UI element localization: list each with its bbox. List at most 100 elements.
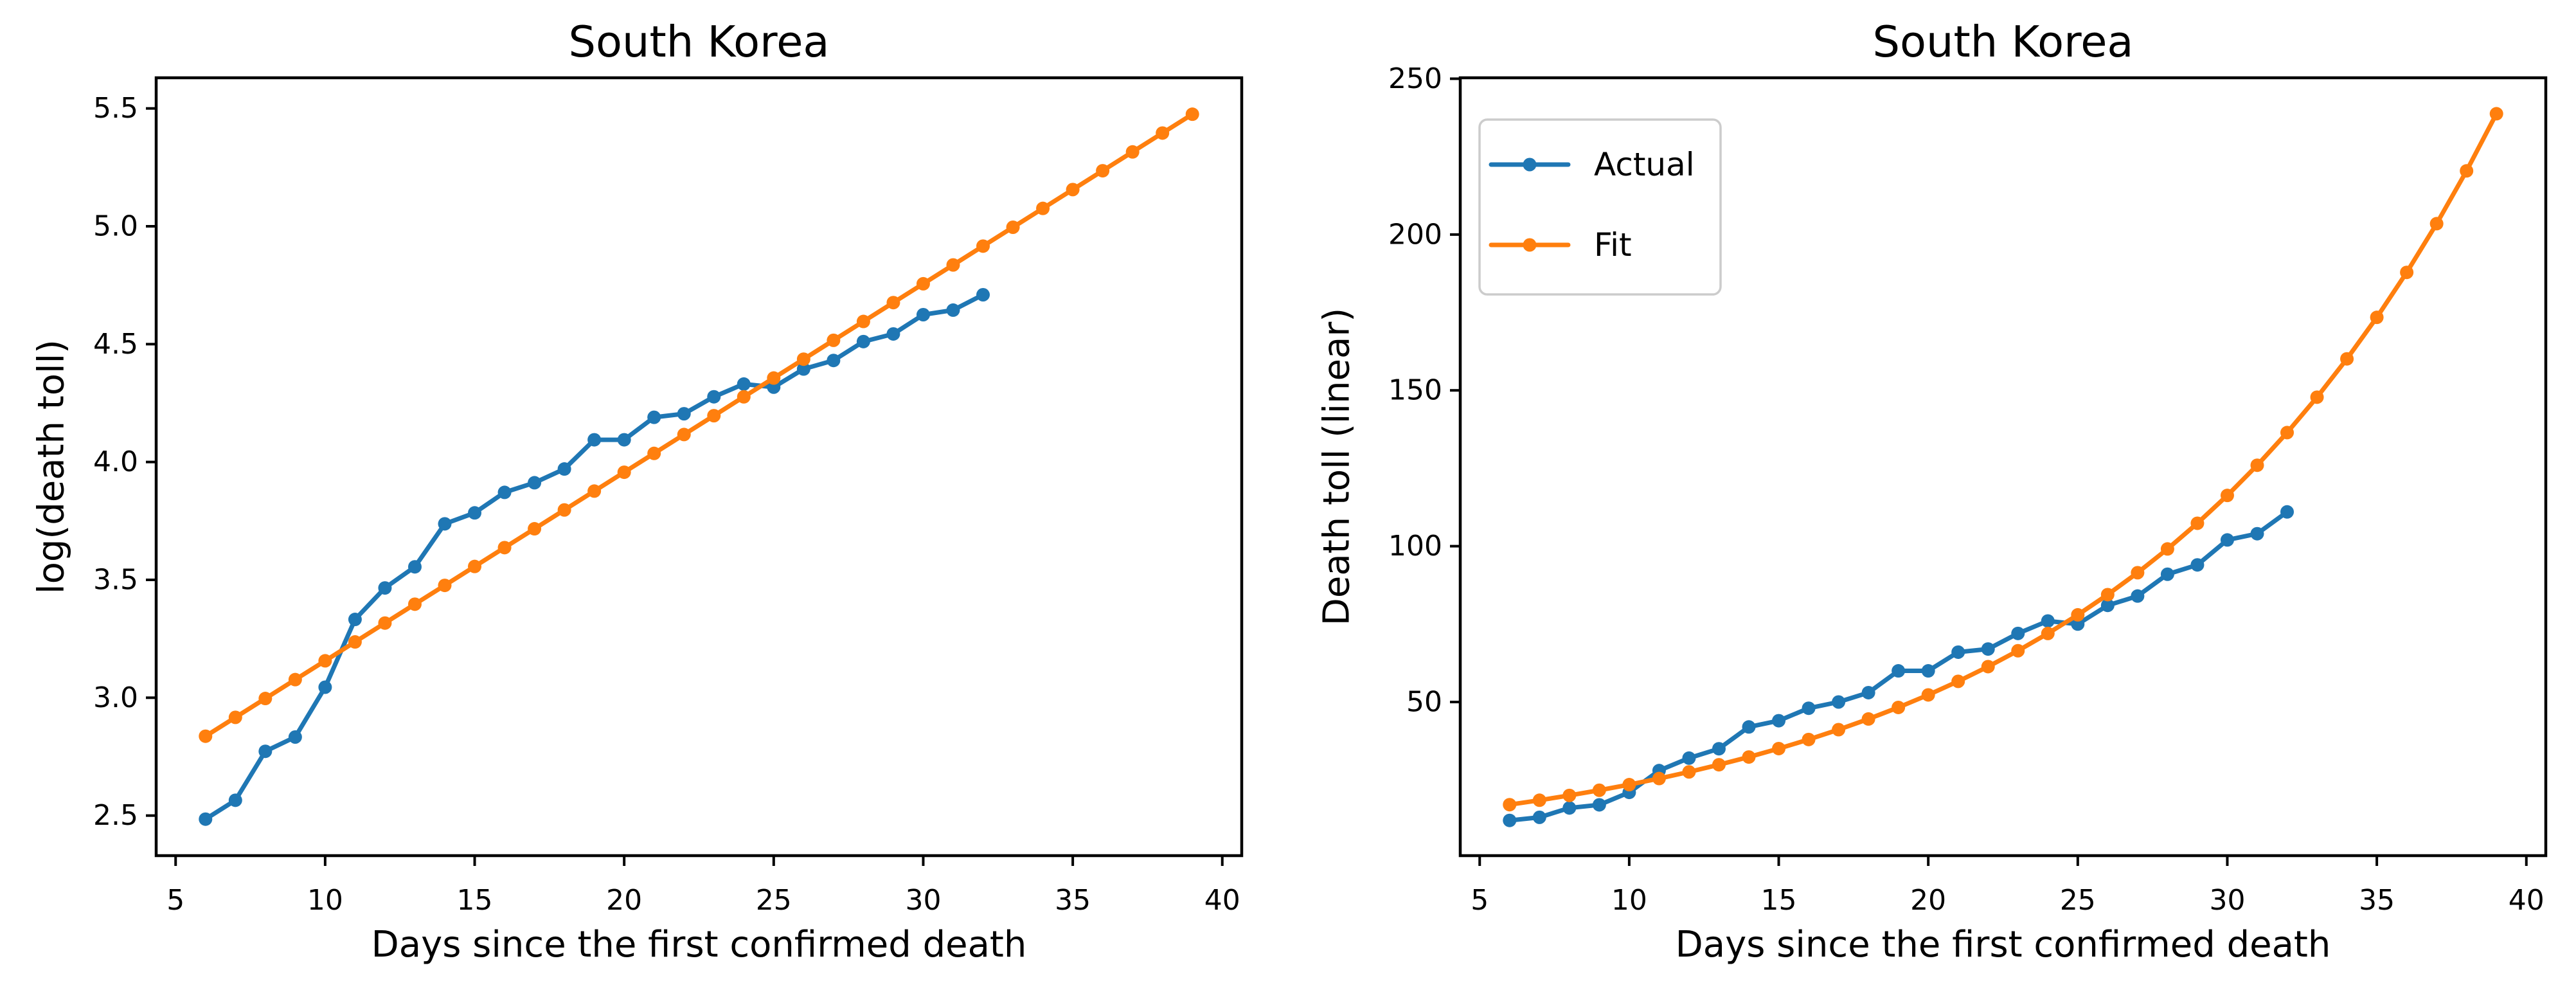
series-fit-marker bbox=[438, 579, 452, 593]
x-tick-label: 35 bbox=[2359, 884, 2395, 917]
series-fit-marker bbox=[1066, 183, 1080, 197]
series-fit-marker bbox=[737, 390, 751, 404]
series-actual-marker bbox=[707, 390, 721, 404]
series-fit-marker bbox=[2190, 516, 2205, 530]
series-fit-marker bbox=[2131, 566, 2145, 580]
series-fit-marker bbox=[1125, 145, 1140, 159]
series-actual-marker bbox=[647, 410, 661, 424]
series-actual-marker bbox=[1712, 742, 1726, 756]
series-actual-marker bbox=[1981, 642, 1995, 656]
series-actual-marker bbox=[468, 506, 482, 520]
series-actual-marker bbox=[1921, 664, 1935, 678]
series-fit-marker bbox=[228, 710, 242, 724]
series-actual-marker bbox=[886, 327, 900, 341]
series-actual-marker bbox=[378, 581, 392, 595]
series-actual-marker bbox=[1592, 798, 1606, 812]
series-fit-marker bbox=[1802, 732, 1816, 746]
series-fit-marker bbox=[707, 409, 721, 423]
series-actual-marker bbox=[1892, 664, 1906, 678]
x-tick-label: 15 bbox=[1761, 884, 1797, 917]
legend-sample-marker-actual bbox=[1523, 158, 1537, 172]
x-axis-label: Days since the first confirmed death bbox=[1676, 924, 2331, 966]
series-fit-marker bbox=[1532, 793, 1546, 807]
series-actual-marker bbox=[2131, 589, 2145, 603]
plot-border bbox=[154, 76, 1244, 858]
series-fit-marker bbox=[1622, 778, 1636, 792]
series-fit-marker bbox=[677, 428, 691, 442]
series-actual-marker bbox=[976, 288, 990, 302]
series-actual-marker bbox=[497, 485, 512, 500]
series-actual-marker bbox=[1562, 801, 1577, 815]
series-fit-marker bbox=[1861, 712, 1875, 726]
series-fit-marker bbox=[258, 692, 273, 706]
series-actual-marker bbox=[1832, 695, 1846, 709]
series-fit-line bbox=[203, 112, 1195, 739]
series-fit-marker bbox=[647, 446, 661, 460]
series-fit-marker bbox=[1652, 771, 1666, 786]
series-fit-marker bbox=[1006, 220, 1020, 234]
series-actual-marker bbox=[2011, 626, 2025, 640]
series-actual-marker bbox=[557, 462, 571, 476]
legend-label-fit: Fit bbox=[1594, 226, 1632, 264]
plot-border bbox=[1458, 76, 2548, 858]
series-fit-marker bbox=[1096, 164, 1110, 178]
series-actual-line bbox=[203, 292, 986, 822]
y-tick-label: 5.0 bbox=[93, 210, 138, 243]
series-actual-marker bbox=[228, 793, 242, 807]
subplot-log: 5 10 15 20 25 30 35 40 2.5 3.0 3.5 4.0 4.5 5.0 5.5 Sout… bbox=[31, 17, 1244, 966]
y-tick-label: 4.0 bbox=[93, 446, 138, 478]
series-actual-marker bbox=[617, 433, 631, 447]
series-fit-marker bbox=[976, 239, 990, 253]
series-fit-marker bbox=[1981, 660, 1995, 674]
series-actual-marker bbox=[796, 362, 810, 376]
series-fit-marker bbox=[1772, 741, 1786, 755]
series-fit-marker bbox=[407, 597, 422, 611]
series-actual-marker bbox=[199, 812, 213, 826]
series-actual-marker bbox=[1772, 714, 1786, 728]
series-fit-marker bbox=[1682, 765, 1696, 779]
y-tick-label: 5.5 bbox=[93, 92, 138, 125]
series-fit-marker bbox=[2310, 390, 2324, 404]
series-fit-marker bbox=[2220, 489, 2234, 503]
series-actual-marker bbox=[2280, 505, 2294, 519]
x-tick-label: 40 bbox=[2509, 884, 2545, 917]
series-fit-marker bbox=[856, 314, 870, 328]
series-actual-marker bbox=[1682, 751, 1696, 765]
series-actual-marker bbox=[288, 730, 302, 744]
series-actual-marker bbox=[1861, 685, 1875, 699]
series-actual-marker bbox=[916, 308, 930, 322]
y-tick-label: 50 bbox=[1406, 686, 1442, 719]
series-fit-marker bbox=[587, 484, 602, 498]
series-actual-marker bbox=[677, 407, 691, 421]
x-tick-label: 5 bbox=[1471, 884, 1489, 917]
series-actual-marker bbox=[258, 744, 273, 759]
series-fit-marker bbox=[348, 635, 362, 649]
series-fit-marker bbox=[946, 258, 960, 272]
series-actual-marker bbox=[827, 354, 841, 368]
y-tick-label: 3.5 bbox=[93, 564, 138, 597]
series-fit-marker bbox=[2370, 310, 2384, 325]
x-tick-label: 30 bbox=[2209, 884, 2245, 917]
series-actual-marker bbox=[318, 680, 332, 694]
x-tick-label: 15 bbox=[457, 884, 493, 917]
series-actual-marker bbox=[2220, 533, 2234, 547]
series-fit-marker bbox=[2041, 626, 2055, 640]
series-actual-marker bbox=[528, 476, 542, 490]
series-actual-marker bbox=[946, 303, 960, 317]
series-fit-marker bbox=[1592, 783, 1606, 797]
series-fit-marker bbox=[1921, 688, 1935, 702]
series-fit-marker bbox=[1951, 674, 1965, 688]
x-axis-label: Days since the first confirmed death bbox=[371, 924, 1027, 966]
series-fit-marker bbox=[1185, 107, 1199, 122]
series-fit-marker bbox=[378, 616, 392, 630]
series-fit-marker bbox=[2160, 542, 2174, 556]
series-actual-marker bbox=[2071, 617, 2085, 631]
series-actual-marker bbox=[348, 613, 362, 627]
x-tick-label: 25 bbox=[756, 884, 792, 917]
series-fit-marker bbox=[318, 654, 332, 668]
series-actual-marker bbox=[1503, 813, 1517, 827]
series-actual-marker bbox=[1802, 701, 1816, 716]
y-axis-label: Death toll (linear) bbox=[1316, 308, 1358, 626]
series-actual-marker bbox=[2250, 526, 2264, 541]
